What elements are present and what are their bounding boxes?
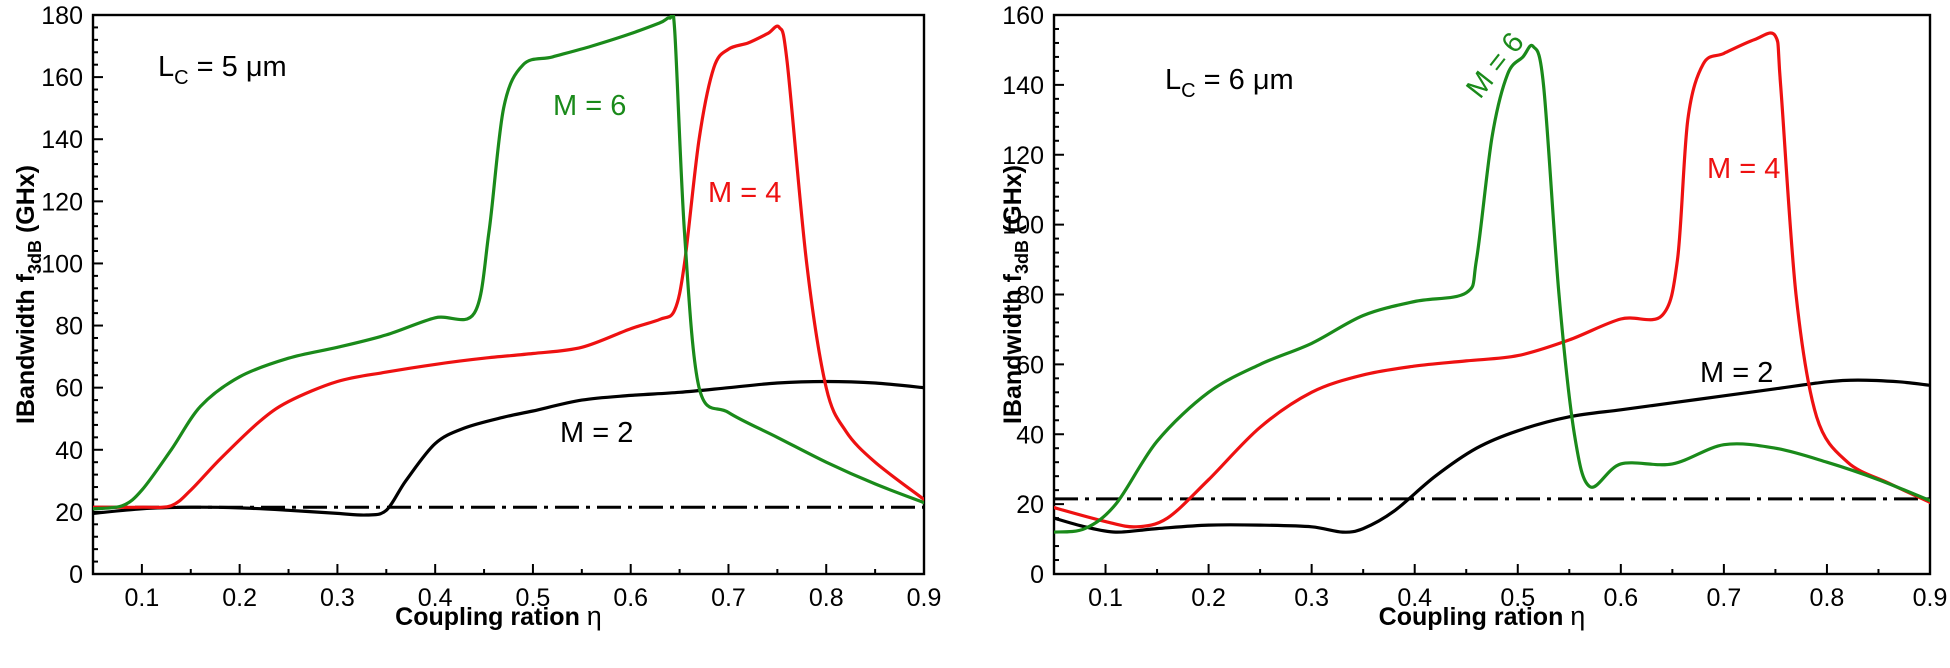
x-tick-label: 0.1 bbox=[1088, 584, 1123, 612]
x-axis-title: Coupling ration η bbox=[395, 601, 602, 631]
y-tick-label: 40 bbox=[1016, 421, 1044, 449]
y-tick-label: 20 bbox=[55, 499, 83, 527]
series-label-m4: M = 4 bbox=[1707, 153, 1780, 185]
x-tick-label: 0.6 bbox=[1603, 584, 1638, 612]
series-line-m2 bbox=[93, 379, 924, 517]
series-label-m2: M = 2 bbox=[1700, 357, 1773, 389]
series-label-m6: M = 6 bbox=[1460, 27, 1530, 104]
y-tick-label: 140 bbox=[41, 126, 83, 154]
y-axis-title: IBandwidth f3dB (GHx) bbox=[999, 165, 1032, 424]
x-tick-label: 0.7 bbox=[711, 584, 746, 612]
y-tick-label: 60 bbox=[55, 375, 83, 403]
length-annotation: LC = 6 μm bbox=[1165, 64, 1294, 102]
x-tick-label: 0.4 bbox=[1397, 584, 1432, 612]
x-tick-label: 0.7 bbox=[1706, 584, 1741, 612]
y-tick-label: 160 bbox=[41, 64, 83, 92]
y-tick-label: 180 bbox=[41, 2, 83, 30]
y-tick-label: 120 bbox=[41, 188, 83, 216]
y-axis-title: IBandwidth f3dB (GHx) bbox=[12, 165, 45, 424]
y-tick-label: 80 bbox=[1016, 282, 1044, 310]
series-line-m4 bbox=[93, 24, 924, 509]
y-tick-label: 0 bbox=[1030, 561, 1044, 589]
series-line-m2 bbox=[1054, 378, 1930, 534]
x-tick-label: 0.2 bbox=[1191, 584, 1226, 612]
chart-panel-2: 0 20 40 60 80 100 120 140 160 0.1 0.2 0.3 0.4 0.5 0.6 0… bbox=[999, 2, 1947, 631]
x-tick-label: 0.3 bbox=[320, 584, 355, 612]
series-line-m6 bbox=[93, 15, 924, 511]
x-tick-label: 0.9 bbox=[1913, 584, 1948, 612]
x-tick-label: 0.8 bbox=[809, 584, 844, 612]
series-line-m6 bbox=[1054, 43, 1930, 534]
x-tick-label: 0.4 bbox=[418, 584, 453, 612]
x-tick-label: 0.5 bbox=[1500, 584, 1535, 612]
x-tick-label: 0.6 bbox=[613, 584, 648, 612]
x-tick-label: 0.1 bbox=[124, 584, 159, 612]
x-axis-title: Coupling ration η bbox=[1379, 601, 1586, 631]
y-tick-label: 80 bbox=[55, 313, 83, 341]
y-tick-label: 140 bbox=[1002, 72, 1044, 100]
length-annotation: LC = 5 μm bbox=[158, 51, 287, 89]
plot-frame bbox=[91, 13, 926, 576]
series-label-m2: M = 2 bbox=[560, 417, 633, 449]
y-tick-label: 120 bbox=[1002, 142, 1044, 170]
x-tick-label: 0.9 bbox=[907, 584, 942, 612]
y-tick-label: 60 bbox=[1016, 351, 1044, 379]
y-tick-label: 0 bbox=[69, 561, 83, 589]
series-label-m4: M = 4 bbox=[708, 177, 781, 209]
x-tick-label: 0.3 bbox=[1294, 584, 1329, 612]
x-tick-label: 0.5 bbox=[516, 584, 551, 612]
y-tick-label: 160 bbox=[1002, 2, 1044, 30]
y-tick-label: 40 bbox=[55, 437, 83, 465]
series-label-m6: M = 6 bbox=[553, 90, 626, 122]
y-tick-label: 100 bbox=[41, 250, 83, 278]
x-tick-label: 0.8 bbox=[1810, 584, 1845, 612]
series-line-m4 bbox=[1054, 31, 1930, 529]
y-tick-label: 100 bbox=[1002, 212, 1044, 240]
x-tick-label: 0.2 bbox=[222, 584, 257, 612]
chart-panel-1: 0 20 40 60 80 100 120 140 160 180 0.1 0.2 0.3 0.4 0.5 0… bbox=[12, 2, 941, 631]
y-tick-label: 20 bbox=[1016, 491, 1044, 519]
